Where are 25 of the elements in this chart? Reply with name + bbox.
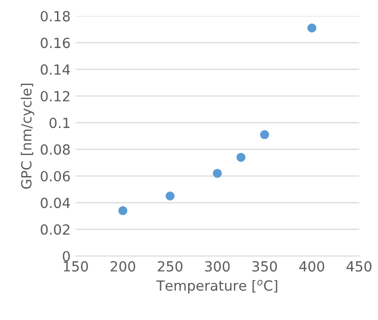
y-tick-label: 0.1 — [50, 118, 70, 128]
x-tick-label: 200 — [110, 261, 136, 272]
x-axis-title: Temperature [$^{o}$C] — [156, 280, 278, 294]
point — [260, 130, 270, 140]
x-tick-label: 350 — [252, 261, 277, 272]
x-tick-label: 300 — [205, 261, 230, 272]
y-axis-title: GPC [nm/cycle] — [20, 84, 34, 189]
y-tick-label: 0.02 — [40, 224, 70, 235]
point — [307, 24, 316, 32]
point — [118, 206, 128, 216]
y-tick-label: 0.08 — [40, 144, 70, 155]
y-tick-label: 0.14 — [40, 64, 70, 75]
y-tick-label: 0.04 — [40, 198, 70, 208]
x-tick-label: 400 — [299, 261, 324, 272]
point — [166, 192, 175, 200]
x-tick-label: 150 — [64, 261, 88, 272]
point — [212, 168, 222, 178]
x-tick-label: 450 — [346, 261, 372, 272]
x-tick-label: 250 — [158, 261, 182, 272]
y-tick-label: 0.12 — [40, 90, 70, 102]
y-tick-label: 0 — [62, 250, 70, 262]
y-tick-label: 0.06 — [40, 170, 70, 182]
point — [236, 152, 246, 162]
y-tick-label: 0.18 — [40, 10, 70, 22]
y-tick-label: 0.16 — [40, 38, 70, 48]
